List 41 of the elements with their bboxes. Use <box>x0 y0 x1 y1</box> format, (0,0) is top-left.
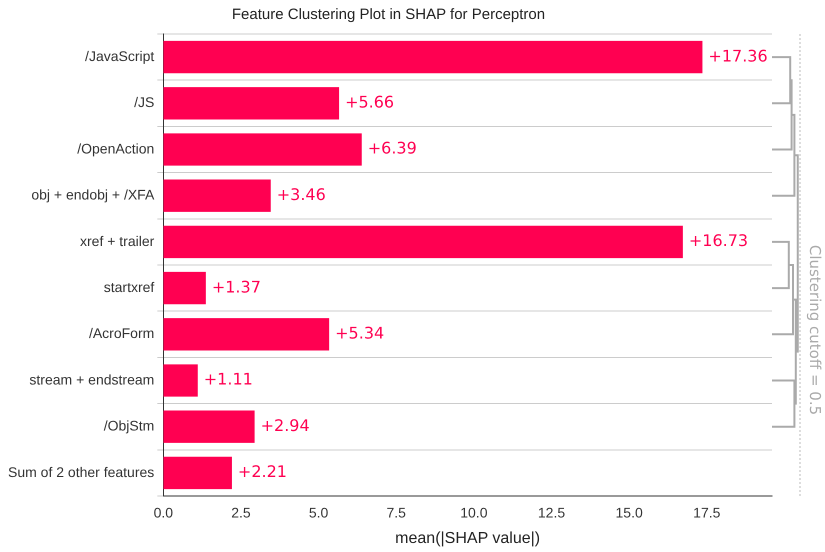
data-label: +16.73 <box>688 231 748 250</box>
x-tick-label: 15.0 <box>616 504 643 520</box>
x-tick-label: 5.0 <box>308 504 329 520</box>
data-label: +5.66 <box>345 92 394 112</box>
text: Clustering cutoff = 0.5 <box>806 244 824 416</box>
data-label: +5.34 <box>335 323 384 342</box>
bar <box>163 364 198 397</box>
bar <box>163 180 271 212</box>
x-tick-label: 10.0 <box>460 504 488 520</box>
chart-title: Feature Clustering Plot in SHAP for Perceptron <box>232 6 546 24</box>
bar <box>163 87 340 120</box>
y-tick-label: /OpenAction <box>77 140 154 156</box>
bar <box>163 133 362 166</box>
y-tick-label: startxref <box>104 278 154 295</box>
data-label: +3.46 <box>276 184 326 204</box>
y-tick-label: /JavaScript <box>85 48 154 64</box>
data-label: +2.94 <box>260 416 310 435</box>
y-tick-label: obj + endobj + /XFA <box>31 186 155 203</box>
y-tick-label: /ObjStm <box>104 418 154 434</box>
bar <box>163 272 206 304</box>
y-tick-label: stream + endstream <box>29 371 154 388</box>
y-tick-label: /AcroForm <box>88 325 154 342</box>
bar <box>163 410 255 443</box>
data-label: +2.21 <box>238 462 287 482</box>
data-label: +6.39 <box>368 138 417 158</box>
x-tick-label: 7.5 <box>386 504 406 520</box>
x-tick-label: 12.5 <box>538 504 566 520</box>
bar <box>163 226 683 258</box>
x-tick-label: 17.5 <box>693 504 721 520</box>
data-label: +1.37 <box>212 277 261 296</box>
y-tick-label: xref + trailer <box>80 232 155 249</box>
x-tick-label: 0.0 <box>154 504 174 520</box>
bar <box>163 318 330 350</box>
bar <box>163 456 232 490</box>
data-label: +17.36 <box>708 46 768 66</box>
y-tick-label: Sum of 2 other features <box>8 464 154 480</box>
x-axis-title: mean(|SHAP value|) <box>395 530 540 547</box>
bar <box>163 40 702 74</box>
y-tick-label: /JS <box>134 94 154 110</box>
data-label: +1.11 <box>204 370 253 389</box>
x-tick-label: 2.5 <box>231 504 251 520</box>
